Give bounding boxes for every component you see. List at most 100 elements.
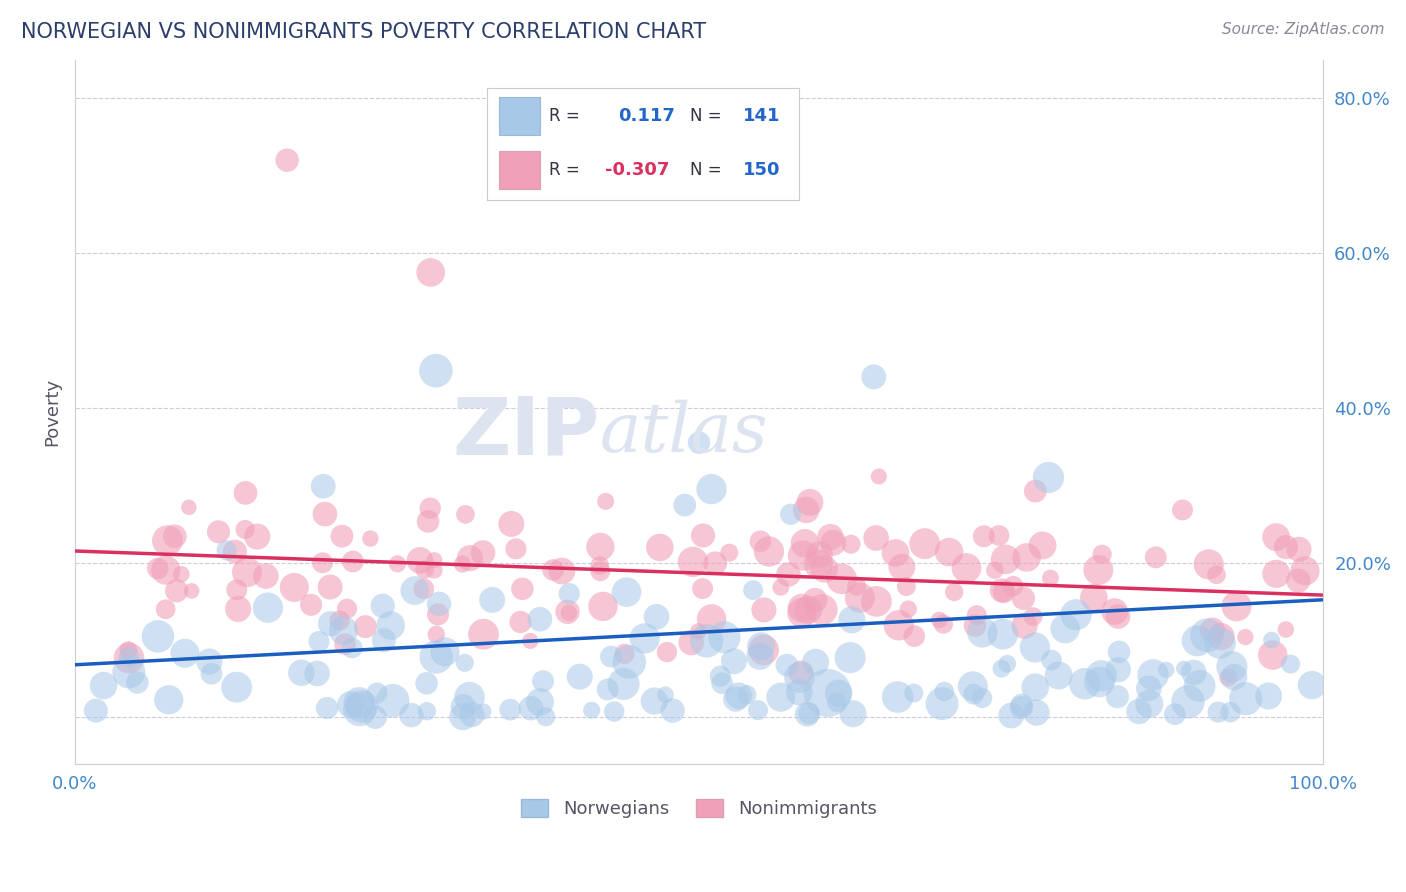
Point [499,703,522,717]
Point [472,627,495,641]
Point [723,654,745,668]
Point [308,634,330,648]
Point [531,674,554,689]
Point [1219,705,1241,719]
Point [1040,653,1063,667]
Point [312,479,335,493]
Point [174,646,197,660]
Point [988,528,1011,542]
Point [842,706,865,721]
Point [589,564,612,578]
Point [581,703,603,717]
Point [1144,550,1167,565]
Point [1198,558,1220,572]
Point [1142,668,1164,682]
Point [991,627,1014,641]
Point [1206,705,1229,719]
Point [713,630,735,644]
Point [613,677,636,691]
Point [1275,623,1298,637]
Point [700,612,723,626]
Point [558,587,581,601]
Point [790,601,813,615]
Point [427,597,450,611]
Point [1154,663,1177,677]
Point [1261,648,1284,662]
Point [790,606,813,620]
Point [692,528,714,542]
Point [1182,665,1205,680]
Point [769,580,792,594]
Point [458,690,481,705]
Point [696,634,718,648]
Point [825,696,848,710]
Point [409,553,432,567]
Point [704,556,727,570]
Point [118,649,141,664]
Point [808,548,831,562]
Point [558,606,581,620]
Point [180,583,202,598]
Point [359,532,381,546]
Point [1188,679,1211,693]
Point [350,699,373,714]
Point [1286,574,1309,588]
Point [845,579,868,593]
Point [118,665,141,679]
Point [416,515,439,529]
Point [943,585,966,599]
Point [454,508,477,522]
Point [472,546,495,560]
Point [1173,661,1195,675]
Point [1107,663,1129,677]
Point [1002,579,1025,593]
Point [1265,530,1288,544]
Point [747,703,769,717]
Point [779,508,801,522]
Point [451,699,474,714]
Point [1024,640,1046,655]
Point [472,705,495,719]
Point [634,632,657,646]
Point [519,634,541,648]
Point [897,602,920,616]
Point [603,705,626,719]
Point [776,658,799,673]
Point [790,665,813,680]
Point [283,581,305,595]
Point [648,541,671,555]
Point [789,671,811,685]
Point [849,591,872,605]
Point [972,625,994,640]
Point [655,645,678,659]
Point [1177,695,1199,709]
Point [451,557,474,571]
Point [823,536,845,550]
Point [117,643,139,657]
Point [1024,680,1046,694]
Point [1265,566,1288,581]
Point [319,580,342,594]
Point [454,656,477,670]
Text: atlas: atlas [599,400,768,467]
Point [1223,670,1246,684]
Point [807,557,830,571]
Point [1108,645,1130,659]
Point [314,507,336,521]
Point [127,675,149,690]
Point [735,688,758,702]
Point [752,603,775,617]
Point [654,688,676,702]
Point [1275,540,1298,554]
Point [673,498,696,512]
Point [332,624,354,638]
Point [1038,470,1060,484]
Point [1187,633,1209,648]
Point [311,556,333,570]
Point [995,657,1018,671]
Point [1137,697,1160,711]
Point [827,686,849,700]
Point [868,469,890,483]
Point [1257,689,1279,703]
Point [166,583,188,598]
